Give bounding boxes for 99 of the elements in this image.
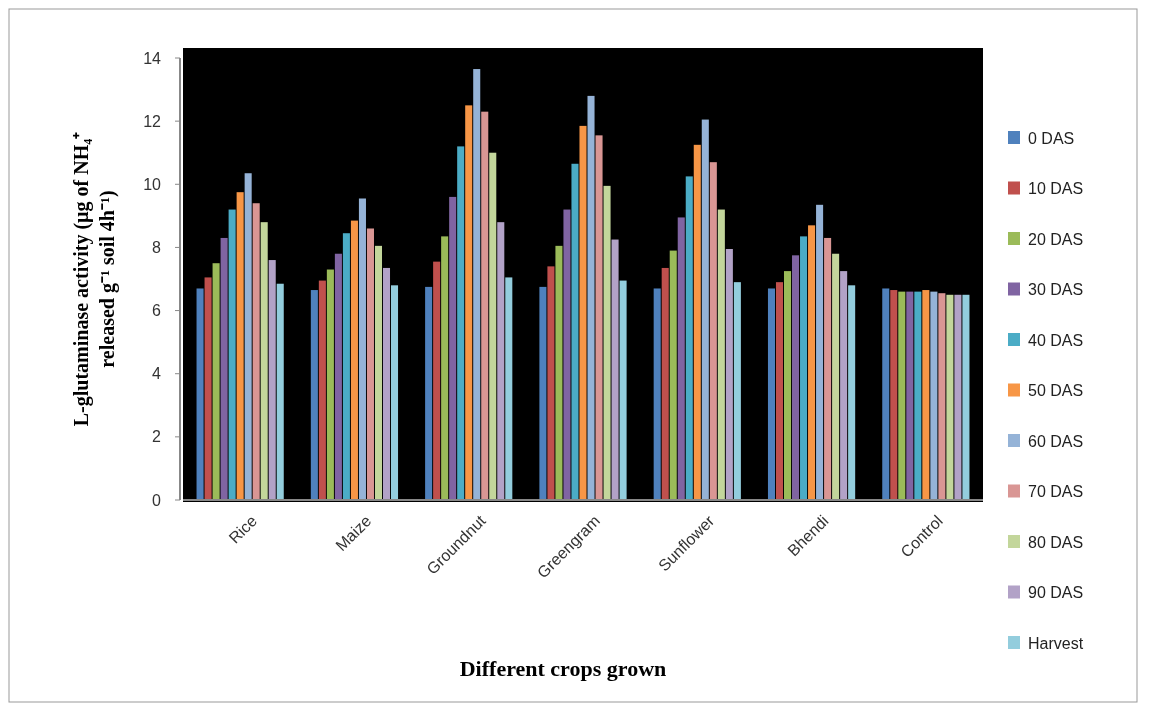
bar <box>433 261 441 500</box>
bar <box>669 250 677 500</box>
bar <box>457 146 465 500</box>
bar <box>571 163 579 500</box>
bar <box>465 105 473 500</box>
bar <box>204 277 212 500</box>
bar <box>563 209 571 500</box>
y-tick-label: 12 <box>143 112 162 130</box>
legend-label: 50 DAS <box>1028 382 1084 400</box>
bar <box>717 209 725 500</box>
bar <box>334 253 342 500</box>
bar <box>350 220 358 500</box>
bar <box>840 271 848 500</box>
y-tick-label: 14 <box>143 49 162 67</box>
bar <box>489 152 497 500</box>
y-tick-label: 8 <box>152 239 162 257</box>
bar <box>725 249 733 500</box>
bar <box>603 185 611 500</box>
x-tick-label: Rice <box>225 511 261 547</box>
bar <box>318 280 326 500</box>
bar <box>816 204 824 500</box>
bar <box>539 286 547 500</box>
y-tick-label: 4 <box>152 365 162 383</box>
bar <box>792 255 800 500</box>
legend-label: Harvest <box>1028 634 1084 652</box>
bar <box>196 288 204 500</box>
bar <box>619 280 627 500</box>
bar <box>310 290 318 500</box>
bar <box>326 269 334 500</box>
bar <box>848 285 856 500</box>
bar <box>212 263 220 500</box>
bar <box>661 267 669 500</box>
bar <box>808 225 816 500</box>
bar <box>685 176 693 500</box>
bar <box>962 294 970 500</box>
bar <box>481 111 489 500</box>
legend-label: 90 DAS <box>1028 584 1084 602</box>
bar <box>220 237 228 500</box>
bar <box>930 291 938 500</box>
legend-label: 10 DAS <box>1028 180 1084 198</box>
bar <box>555 245 563 500</box>
y-tick-label: 2 <box>152 428 162 446</box>
legend-label: 60 DAS <box>1028 432 1084 450</box>
bar <box>497 222 505 500</box>
legend-label: 70 DAS <box>1028 483 1084 501</box>
bar <box>374 245 383 500</box>
legend-label: 80 DAS <box>1028 533 1084 551</box>
bar <box>228 209 236 500</box>
bar <box>260 222 268 500</box>
y-tick-label: 6 <box>152 302 162 320</box>
bar <box>382 267 391 500</box>
bar <box>595 135 603 500</box>
bar <box>922 290 930 500</box>
bar <box>390 285 399 500</box>
x-axis-title: Different crops grown <box>459 656 667 681</box>
bar <box>244 173 252 500</box>
bar <box>709 162 717 500</box>
bar <box>693 144 701 500</box>
bar <box>938 293 946 500</box>
bar <box>784 271 792 500</box>
legend-label: 40 DAS <box>1028 331 1084 349</box>
y-axis-title: L-glutaminase activity (µg of NH₄⁺ released g⁻¹ soil 4h⁻¹) <box>70 131 119 427</box>
bar <box>547 266 555 500</box>
y-tick-label: 0 <box>152 491 162 509</box>
bar <box>236 192 244 500</box>
bar <box>425 286 433 500</box>
bar <box>342 233 350 500</box>
bar <box>587 95 595 500</box>
bar <box>473 69 481 500</box>
bar <box>701 119 709 500</box>
bar <box>441 236 449 500</box>
bar <box>800 236 808 500</box>
bar <box>653 288 661 500</box>
bar <box>898 291 906 500</box>
bar <box>505 277 513 500</box>
y-tick-label: 10 <box>143 175 162 193</box>
bar <box>268 260 276 500</box>
bar <box>890 290 898 500</box>
legend-label: 0 DAS <box>1028 129 1075 147</box>
bar <box>366 228 374 500</box>
bar <box>579 125 587 500</box>
bar <box>767 288 776 500</box>
bar <box>954 294 962 500</box>
bar <box>946 294 954 500</box>
bar <box>252 203 260 500</box>
bar <box>733 282 741 500</box>
bar <box>882 288 890 500</box>
bar <box>906 291 914 500</box>
bar <box>449 196 457 500</box>
bar <box>832 253 840 500</box>
bar <box>775 282 784 500</box>
bar <box>914 291 922 500</box>
legend-label: 20 DAS <box>1028 230 1084 248</box>
bar <box>824 237 832 500</box>
bar <box>276 283 284 500</box>
legend-label: 30 DAS <box>1028 281 1084 299</box>
bar <box>677 217 685 500</box>
bar <box>358 198 366 500</box>
bar <box>611 239 619 500</box>
